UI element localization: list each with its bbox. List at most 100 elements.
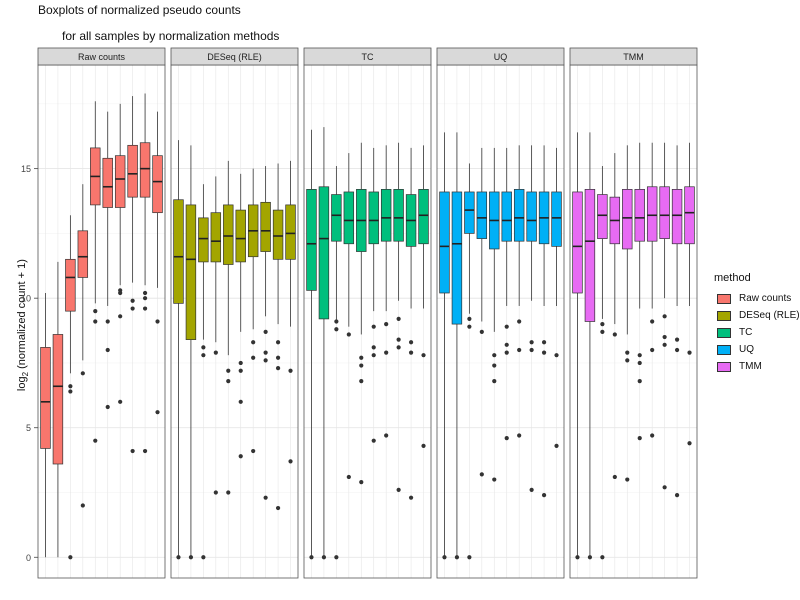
outlier-point	[238, 399, 243, 404]
legend-key-tmm	[717, 361, 731, 372]
outlier-point	[492, 477, 497, 482]
facet-label-deseq-rle: DESeq (RLE)	[207, 52, 262, 62]
facet-label-tmm: TMM	[623, 52, 644, 62]
outlier-point	[176, 555, 181, 560]
outlier-point	[213, 350, 218, 355]
outlier-point	[105, 319, 110, 324]
outlier-point	[188, 555, 194, 560]
box-tc	[380, 189, 392, 242]
outlier-point	[625, 477, 630, 482]
outlier-point	[263, 495, 268, 500]
outlier-point	[396, 316, 401, 322]
outlier-point	[504, 435, 509, 441]
box-raw-counts	[152, 155, 163, 214]
outlier-point	[650, 433, 655, 438]
box-uq	[439, 191, 450, 294]
outlier-point	[637, 360, 642, 366]
legend-item-deseq: DESeq (RLE)	[714, 307, 800, 324]
box-tc	[368, 191, 379, 245]
outlier-point	[396, 345, 401, 350]
outlier-point	[226, 490, 231, 495]
box-deseq-rle	[272, 209, 284, 260]
outlier-point	[467, 324, 472, 329]
outlier-point	[93, 309, 98, 314]
facet-strip	[436, 47, 565, 66]
outlier-point	[384, 321, 389, 327]
outlier-point	[674, 492, 680, 498]
outlier-point	[541, 350, 547, 355]
outlier-point	[408, 340, 414, 345]
outlier-point	[504, 342, 509, 347]
panel-tc	[304, 65, 431, 578]
chart-title: Boxplots of normalized pseudo counts	[38, 3, 241, 17]
legend-title: method	[714, 272, 751, 284]
outlier-point	[238, 368, 243, 373]
legend-key-uq	[717, 344, 731, 355]
outlier-point	[612, 474, 617, 480]
legend: method Raw counts DESeq (RLE) TC UQ TMM	[714, 272, 800, 375]
outlier-point	[226, 378, 231, 384]
outlier-point	[359, 378, 364, 384]
outlier-point	[142, 290, 148, 296]
outlier-point	[275, 505, 281, 511]
outlier-point	[662, 314, 667, 319]
box-raw-counts	[40, 347, 51, 449]
legend-label: Raw counts	[739, 293, 792, 304]
legend-key-raw-counts	[717, 293, 731, 304]
outlier-point	[275, 340, 281, 345]
outlier-point	[371, 345, 376, 350]
box-raw-counts	[65, 258, 76, 312]
box-tmm	[659, 186, 670, 239]
box-tmm	[572, 191, 583, 294]
box-deseq-rle	[260, 201, 271, 252]
facet-strip	[37, 47, 166, 66]
box-tmm	[684, 186, 695, 245]
legend-label: UQ	[739, 344, 754, 355]
box-raw-counts	[139, 142, 151, 198]
box-tmm	[597, 194, 608, 239]
outlier-point	[467, 555, 472, 560]
outlier-point	[600, 329, 605, 334]
box-uq	[501, 191, 512, 242]
outlier-point	[142, 306, 148, 311]
legend-item-raw-counts: Raw counts	[714, 290, 800, 307]
y-tick-label: 10	[21, 294, 31, 304]
box-tmm	[622, 189, 633, 250]
outlier-point	[251, 448, 256, 454]
outlier-point	[288, 459, 293, 464]
chart-subtitle: for all samples by normalization methods	[62, 29, 280, 43]
panel-raw-counts	[38, 65, 165, 578]
outlier-point	[130, 306, 135, 311]
outlier-point	[371, 438, 376, 443]
outlier-point	[600, 555, 605, 560]
outlier-point	[334, 319, 339, 324]
outlier-point	[371, 324, 376, 329]
outlier-point	[650, 347, 655, 353]
outlier-point	[408, 350, 414, 355]
y-tick-label: 5	[26, 423, 31, 433]
outlier-point	[105, 347, 110, 353]
outlier-point	[396, 487, 401, 493]
outlier-point	[612, 332, 617, 337]
box-raw-counts	[114, 155, 126, 208]
box-tc	[393, 189, 404, 242]
legend-label: TMM	[739, 361, 762, 372]
outlier-point	[408, 495, 414, 500]
outlier-point	[130, 448, 135, 454]
outlier-point	[201, 353, 206, 358]
outlier-point	[637, 435, 642, 441]
box-uq	[551, 191, 562, 247]
outlier-point	[118, 288, 123, 293]
outlier-point	[263, 329, 268, 334]
outlier-point	[662, 485, 667, 490]
outlier-point	[238, 360, 243, 366]
outlier-point	[541, 340, 547, 345]
outlier-point	[587, 555, 593, 560]
outlier-point	[130, 298, 135, 303]
outlier-point	[346, 332, 351, 337]
outlier-point	[517, 319, 522, 324]
outlier-point	[68, 555, 73, 560]
outlier-point	[334, 555, 339, 560]
outlier-point	[384, 433, 389, 438]
legend-label: TC	[739, 327, 753, 338]
